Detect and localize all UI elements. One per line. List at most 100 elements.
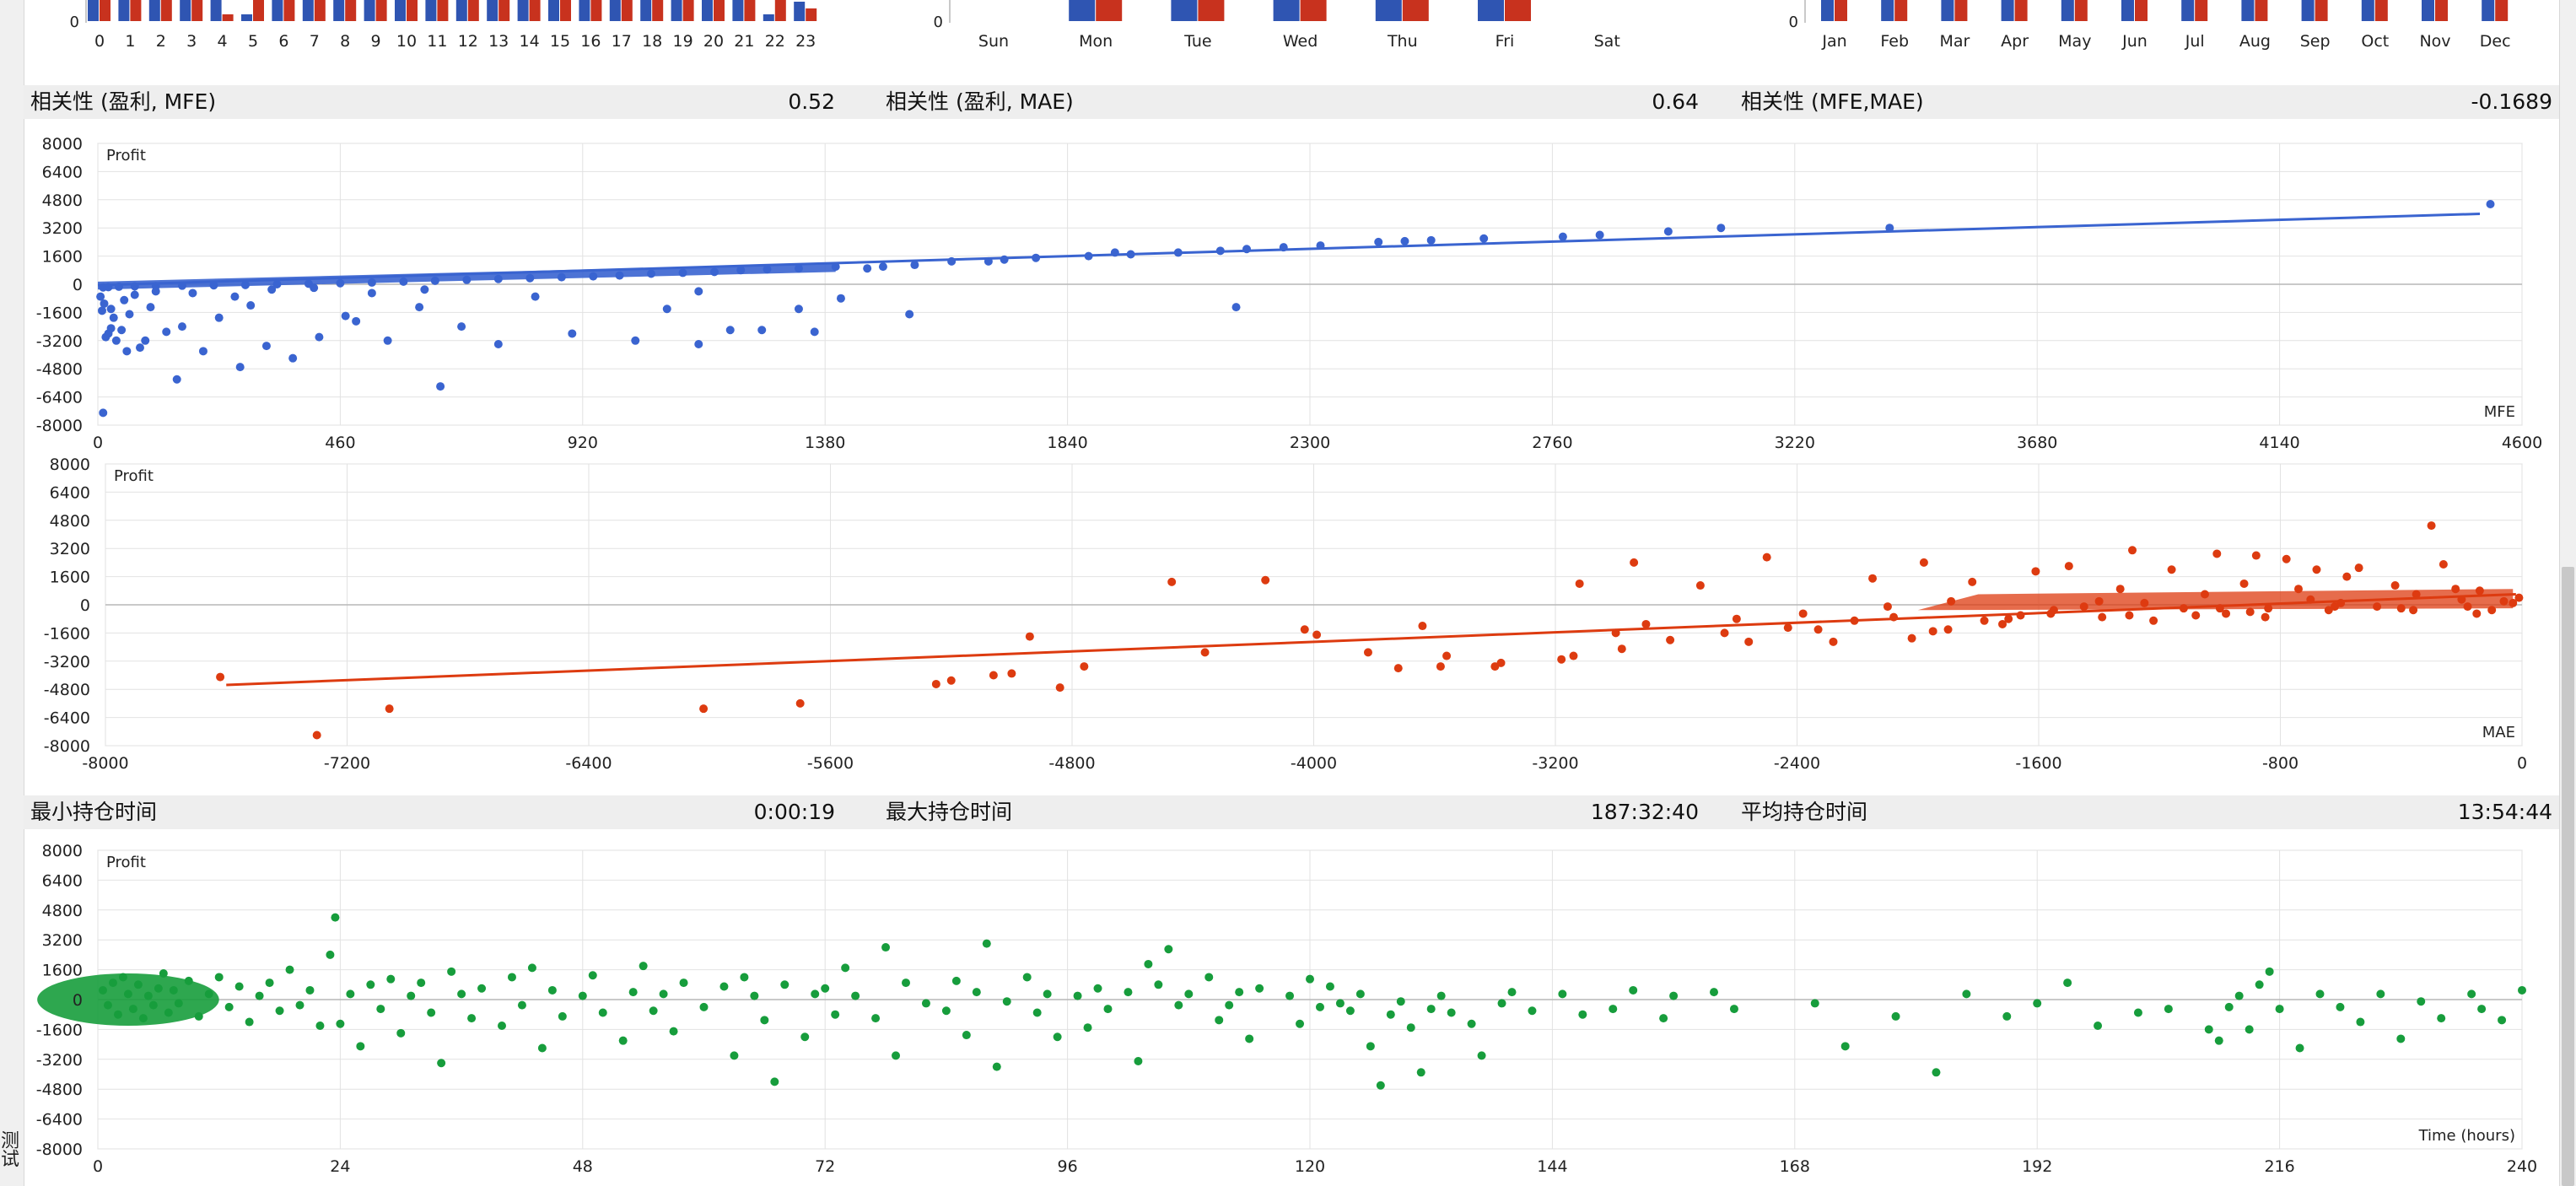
x-tick-label: 48: [573, 1157, 593, 1176]
x-tick-label: 21: [734, 32, 754, 51]
data-point: [507, 973, 516, 982]
data-point: [457, 989, 466, 999]
data-point: [437, 1059, 446, 1068]
data-point: [931, 679, 940, 688]
data-point: [795, 698, 805, 708]
x-tick-label: Jan: [1821, 32, 1846, 51]
data-point: [407, 991, 416, 1000]
stat-min-holding-time: 最小持仓时间 0:00:19: [24, 799, 842, 826]
x-tick-label: -5600: [807, 754, 854, 773]
x-tick-label: Sep: [2300, 32, 2331, 51]
data-point: [245, 1017, 254, 1027]
x-tick-label: 1: [125, 32, 135, 51]
x-tick-label: 11: [427, 32, 447, 51]
data-point: [1426, 235, 1436, 245]
data-point: [1829, 637, 1838, 646]
bar: [2255, 0, 2268, 21]
data-point: [905, 310, 914, 319]
bar: [467, 0, 479, 21]
bar: [130, 0, 142, 21]
data-point: [1557, 655, 1566, 664]
bar: [1821, 0, 1834, 21]
data-point: [356, 1042, 365, 1051]
data-point: [2261, 612, 2270, 622]
data-point: [386, 974, 396, 984]
data-point: [477, 984, 487, 993]
data-point: [99, 408, 108, 418]
x-tick-label: 24: [330, 1157, 350, 1176]
data-point: [2033, 999, 2042, 1008]
x-tick-label: 144: [1537, 1157, 1567, 1176]
x-tick-label: 460: [325, 434, 355, 452]
data-point: [2239, 579, 2249, 588]
data-point: [1813, 625, 1823, 634]
vertical-scrollbar[interactable]: [2559, 0, 2576, 1186]
data-point: [1296, 1019, 1305, 1028]
x-tick-label: 168: [1780, 1157, 1810, 1176]
x-tick-label: 10: [396, 32, 417, 51]
y-tick-label: 8000: [50, 456, 90, 474]
data-point: [1312, 630, 1322, 639]
data-point: [863, 264, 872, 273]
y-tick-label: -1600: [36, 304, 83, 322]
data-point: [385, 704, 394, 714]
data-point: [2234, 991, 2244, 1000]
y-tick-label: -3200: [44, 653, 90, 671]
y-tick-label: 4800: [42, 191, 83, 210]
bar: [671, 0, 682, 21]
data-point: [811, 989, 820, 999]
data-point: [224, 1002, 234, 1011]
data-point: [1710, 988, 1718, 997]
x-tick-label: May: [2058, 32, 2091, 51]
data-point: [1245, 1034, 1254, 1043]
data-point: [230, 292, 240, 301]
data-point: [841, 963, 850, 973]
y-tick-label: -6400: [44, 709, 90, 728]
x-tick-label: 3: [186, 32, 197, 51]
x-tick-label: Fri: [1495, 32, 1515, 51]
data-point: [1720, 628, 1729, 638]
data-point: [1032, 1008, 1042, 1017]
data-point: [2336, 1002, 2345, 1011]
holding-time-stats-row: 最小持仓时间 0:00:19 最大持仓时间 187:32:40 平均持仓时间 1…: [24, 795, 2559, 829]
stat-label: 相关性 (盈利, MAE): [886, 89, 1074, 114]
bar: [333, 0, 345, 21]
data-point: [367, 288, 376, 298]
y-tick-label: -6400: [36, 389, 83, 407]
data-point: [420, 285, 429, 294]
data-point: [146, 303, 155, 312]
data-point: [1215, 1016, 1224, 1025]
bar: [1273, 0, 1300, 21]
bar: [345, 0, 357, 21]
bar: [714, 0, 725, 21]
data-point: [234, 982, 244, 991]
data-point: [2128, 546, 2137, 555]
data-point: [106, 305, 116, 314]
bar: [1881, 0, 1894, 21]
data-point: [1578, 1010, 1587, 1019]
data-point: [618, 1036, 628, 1045]
x-tick-label: 2300: [1290, 434, 1330, 452]
scrollbar-thumb[interactable]: [2562, 567, 2574, 1186]
bar: [2361, 0, 2374, 21]
data-point: [2396, 1034, 2406, 1043]
x-tick-label: 12: [458, 32, 478, 51]
x-tick-label: 3680: [2017, 434, 2057, 452]
data-point: [1467, 1019, 1476, 1028]
dense-point-cluster: [1917, 589, 2514, 611]
x-tick-label: 20: [703, 32, 724, 51]
x-tick-label: 17: [612, 32, 632, 51]
bar: [2482, 0, 2495, 21]
data-point: [2245, 1025, 2254, 1034]
data-point: [836, 294, 845, 303]
data-point: [2282, 554, 2291, 563]
x-tick-label: -6400: [565, 754, 612, 773]
data-point: [267, 285, 277, 294]
x-tick-label: 3220: [1775, 434, 1815, 452]
x-tick-label: 72: [815, 1157, 835, 1176]
x-tick-label: 9: [371, 32, 381, 51]
x-axis-title: MAE: [2482, 724, 2515, 741]
bar: [806, 8, 817, 21]
bar: [118, 0, 130, 21]
correlation-stats-row: 相关性 (盈利, MFE) 0.52 相关性 (盈利, MAE) 0.64 相关…: [24, 85, 2559, 119]
